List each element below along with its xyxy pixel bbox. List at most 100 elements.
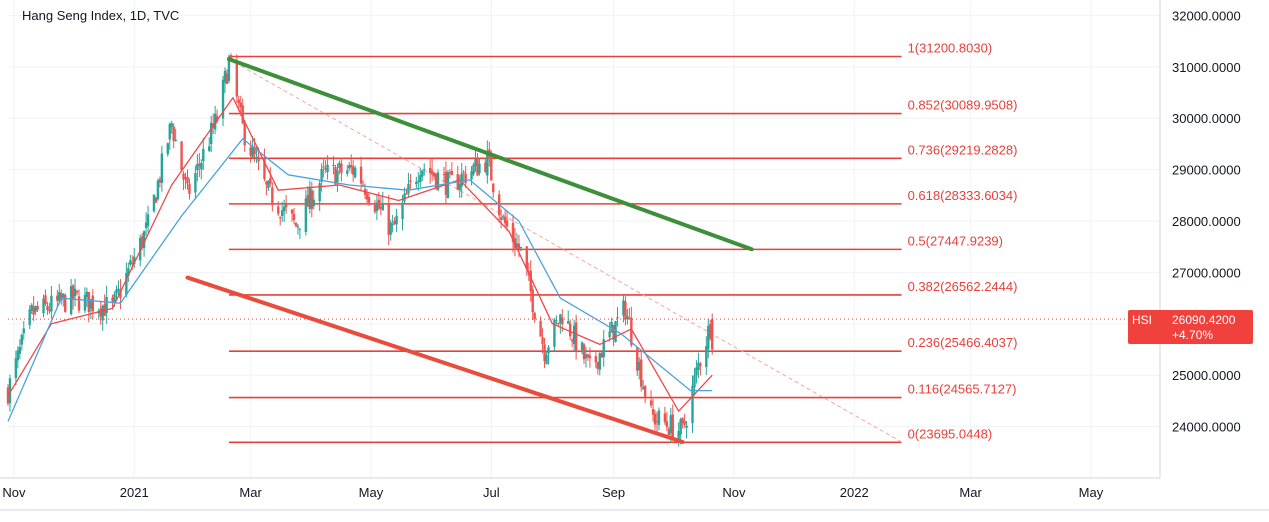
candle-body (543, 344, 546, 362)
candle-body (18, 346, 22, 354)
candle-body (168, 124, 171, 140)
candle-body (699, 363, 702, 366)
candle-body (318, 183, 321, 202)
candle-body (125, 273, 128, 295)
candle-body (665, 421, 669, 427)
trendline-lower (185, 275, 685, 445)
fib-level-label: 0.736(29219.2828) (908, 142, 1018, 157)
candle-body (117, 288, 120, 291)
candle-body (529, 270, 532, 292)
candle-body (695, 367, 698, 376)
candle-body (154, 197, 158, 203)
candle-body (198, 163, 201, 167)
candle-body (91, 295, 95, 312)
symbol-label: HSI (1132, 313, 1153, 328)
candle-body (28, 309, 31, 326)
candle-body (213, 113, 217, 130)
candle-body (460, 173, 463, 187)
candle-body (257, 157, 260, 162)
x-tick-label: May (359, 485, 384, 500)
candle-body (241, 105, 244, 124)
candle-body (196, 163, 199, 171)
candle-body (277, 206, 280, 214)
candle-body (115, 289, 118, 294)
candle-body (395, 215, 398, 225)
candle-body (158, 179, 162, 183)
candle-body (221, 79, 225, 119)
candle-body (186, 176, 189, 184)
candle-body (574, 322, 578, 352)
x-tick-label: Sep (602, 485, 625, 500)
candle-body (525, 246, 528, 270)
candle-body (519, 246, 523, 249)
candle-body (56, 295, 59, 301)
candle-body (553, 319, 556, 347)
y-tick-label: 30000.0000 (1172, 111, 1241, 126)
y-tick-label: 24000.0000 (1172, 420, 1241, 435)
candle-body (322, 166, 325, 168)
candle-body (490, 155, 493, 181)
candle-body (127, 268, 130, 276)
candle-body (568, 323, 572, 337)
candle-body (393, 220, 396, 225)
candle-body (83, 294, 87, 311)
candle-body (144, 222, 148, 228)
candle-body (326, 164, 329, 173)
candle-body (44, 295, 47, 305)
x-tick-label: Nov (2, 485, 26, 500)
candle-body (332, 165, 335, 167)
candle-body (119, 290, 122, 298)
fib-level-label: 0.852(30089.9508) (908, 98, 1018, 113)
candle-body (188, 184, 191, 195)
trendline-upper (226, 57, 754, 252)
candle-body (152, 194, 156, 212)
candle-body (415, 181, 418, 185)
candle-body (367, 196, 371, 203)
candle-body (48, 309, 51, 312)
candle-body (705, 346, 708, 367)
candle-body (239, 102, 242, 108)
candle-body (359, 166, 363, 184)
candle-body (572, 325, 576, 345)
last-price-change: +4.70% (1172, 328, 1214, 343)
candle-body (373, 204, 377, 212)
candle-body (407, 183, 410, 194)
moving-average-line-fast (7, 97, 713, 412)
candle-body (310, 190, 313, 209)
candle-body (243, 122, 246, 146)
candle-body (505, 220, 509, 227)
candle-body (338, 162, 341, 169)
candle-body (567, 321, 570, 324)
candle-body (174, 139, 177, 141)
candle-body (594, 356, 598, 363)
candle-body (180, 141, 183, 171)
candle-body (683, 421, 686, 425)
candle-body (140, 236, 144, 248)
candle-body (417, 180, 420, 182)
candle-body (486, 150, 489, 176)
candle-body (653, 413, 657, 425)
x-tick-label: Nov (722, 485, 746, 500)
candle-body (361, 184, 365, 186)
candle-body (22, 328, 25, 334)
candle-body (436, 172, 440, 190)
candle-body (16, 350, 20, 361)
candle-body (531, 289, 534, 313)
candle-body (709, 324, 712, 339)
candle-body (442, 174, 446, 176)
candle-body (570, 339, 574, 342)
candle-body (387, 204, 390, 235)
candle-body (640, 359, 643, 387)
candle-body (365, 193, 369, 200)
candle-body (616, 317, 619, 319)
candle-body (237, 99, 240, 103)
candle-body (636, 347, 639, 371)
x-tick-label: 2021 (120, 485, 149, 500)
candle-body (160, 153, 164, 184)
candle-body (73, 288, 77, 297)
candle-body (32, 306, 35, 315)
candle-body (649, 400, 653, 406)
candle-body (340, 163, 343, 173)
candle-body (156, 180, 160, 200)
fib-level-label: 1(31200.8030) (908, 40, 993, 55)
